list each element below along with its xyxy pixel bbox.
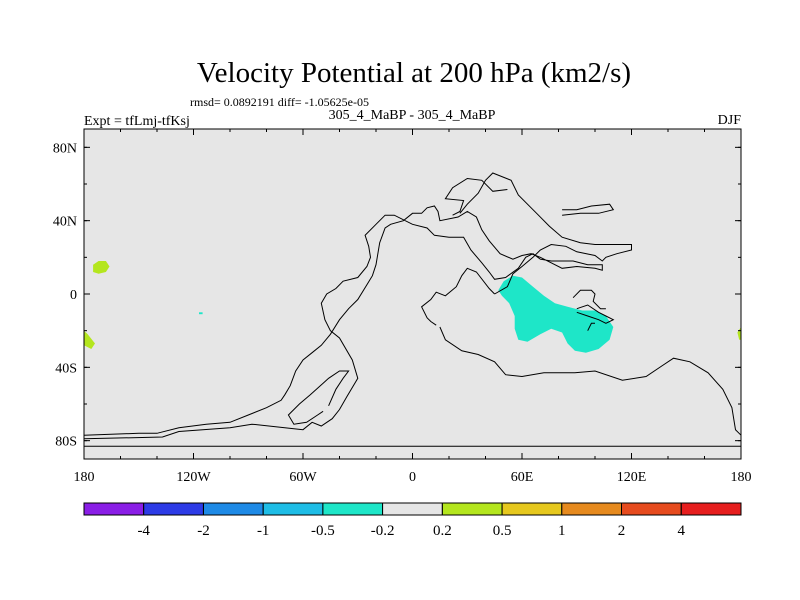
experiment-label: Expt = tfLmj-tfKsj xyxy=(84,114,190,129)
x-tick-label: 180 xyxy=(74,470,95,485)
map-background xyxy=(84,129,741,459)
colorbar-swatch xyxy=(382,502,443,516)
y-axis: 80N 40N 0 40S 80S xyxy=(53,141,741,450)
colorbar-label: 1 xyxy=(558,523,566,539)
colorbar-label: 0.5 xyxy=(493,523,512,539)
outline-0 xyxy=(83,205,603,440)
green-blob-north-pacific xyxy=(93,261,110,274)
colorbar-swatch xyxy=(143,502,204,516)
teal-speck-pacific xyxy=(199,312,203,315)
y-tick-label: 0 xyxy=(70,288,77,303)
colorbar-label: -0.5 xyxy=(311,523,335,539)
outline-3 xyxy=(439,326,742,436)
colorbar-label: 2 xyxy=(618,523,626,539)
colorbar-swatch xyxy=(501,502,563,516)
colorbar-swatch xyxy=(262,502,324,516)
outline-6 xyxy=(576,304,615,324)
chart-title: Velocity Potential at 200 hPa (km2/s) xyxy=(197,57,631,89)
stats-line: rmsd= 0.0892191 diff= -1.05625e-05 xyxy=(190,95,369,109)
x-tick-label: 60W xyxy=(289,470,317,485)
x-tick-label: 180 xyxy=(731,470,752,485)
y-tick-label: 40S xyxy=(55,361,77,376)
colorbar-swatch xyxy=(322,502,384,516)
y-tick-label: 40N xyxy=(53,215,77,230)
colorbar-label: -0.2 xyxy=(371,523,395,539)
teal-anomaly-indian-ocean xyxy=(498,275,614,353)
colorbar-swatch xyxy=(83,502,145,516)
colorbar-label: 0.2 xyxy=(433,523,452,539)
outline-8 xyxy=(562,203,615,216)
x-tick-label: 60E xyxy=(511,470,534,485)
outline-5 xyxy=(459,172,632,295)
outline-2 xyxy=(287,370,350,425)
outline-7 xyxy=(572,289,606,310)
colorbar-label: -2 xyxy=(197,523,210,539)
y-tick-label: 80N xyxy=(53,141,77,156)
x-axis: 180 120W 60W 0 60E 120E 180 xyxy=(74,129,752,485)
shaded-regions xyxy=(84,261,741,353)
outline-4 xyxy=(420,267,495,326)
x-tick-label: 0 xyxy=(409,470,416,485)
coastline-outlines xyxy=(83,172,742,447)
x-tick-label: 120E xyxy=(617,470,647,485)
subtitle: 305_4_MaBP - 305_4_MaBP xyxy=(329,108,496,123)
outline-10 xyxy=(587,322,595,331)
y-tick-label: 80S xyxy=(55,435,77,450)
colorbar-swatch xyxy=(441,502,503,516)
season-label: DJF xyxy=(718,113,742,128)
colorbar-swatch xyxy=(680,502,742,516)
colorbar-label: -4 xyxy=(137,523,150,539)
colorbar-label: 4 xyxy=(678,523,686,539)
outline-9 xyxy=(444,177,508,216)
colorbar-label: -1 xyxy=(257,523,270,539)
colorbar-swatch xyxy=(203,502,264,516)
green-blob-south-pacific-west xyxy=(84,330,95,349)
colorbar-swatch xyxy=(561,502,622,516)
colorbar-swatch xyxy=(621,502,682,516)
colorbar: -4 -2 -1 -0.5 -0.2 0.2 0.5 1 2 4 xyxy=(83,502,742,539)
x-tick-label: 120W xyxy=(176,470,211,485)
